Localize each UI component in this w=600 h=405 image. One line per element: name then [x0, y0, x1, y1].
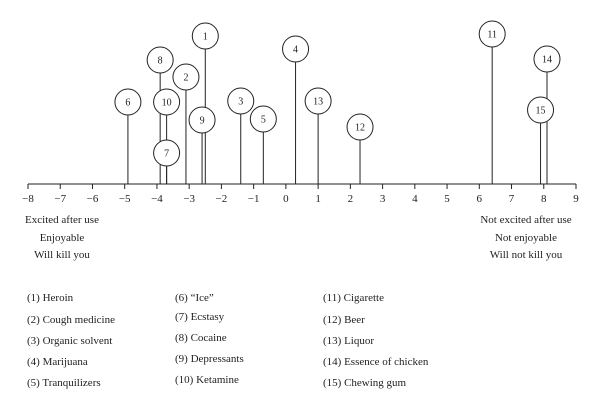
marker-9: 9 — [188, 106, 216, 134]
marker-circle-10 — [153, 88, 181, 116]
right-pole-label-1: Not excited after use — [480, 214, 571, 226]
marker-label-5: 5 — [261, 115, 266, 126]
x-tick-label-14: 6 — [477, 193, 483, 205]
legend-item-6: (6) “Ice” — [175, 292, 214, 304]
marker-circle-6 — [114, 88, 142, 116]
legend-item-5: (5) Tranquilizers — [27, 377, 101, 389]
marker-circle-14 — [533, 45, 561, 73]
left-pole-label-1: Excited after use — [25, 214, 99, 226]
marker-label-8: 8 — [158, 56, 163, 67]
marker-circle-8 — [146, 46, 174, 74]
marker-circle-7 — [153, 139, 181, 167]
x-tick-label-7: −1 — [248, 193, 260, 205]
legend-item-12: (12) Beer — [323, 314, 365, 326]
marker-circle-2 — [172, 63, 200, 91]
legend-item-10: (10) Ketamine — [175, 374, 239, 386]
marker-8: 8 — [146, 46, 174, 74]
x-tick-label-8: 0 — [283, 193, 289, 205]
marker-label-3: 3 — [238, 97, 243, 108]
marker-4: 4 — [282, 35, 310, 63]
substance-rating-chart: −8 −7 −6 −5 −4 −3 −2 −1 0 1 2 3 4 5 6 7 8 9 1234567891011… — [22, 20, 579, 261]
marker-label-15: 15 — [536, 106, 546, 117]
right-pole-label-2: Not enjoyable — [495, 232, 557, 244]
marker-label-4: 4 — [293, 45, 298, 56]
x-tick-label-11: 3 — [380, 193, 386, 205]
left-pole-label-3: Will kill you — [34, 249, 90, 261]
marker-circle-11 — [478, 20, 506, 48]
marker-label-10: 10 — [162, 98, 172, 109]
legend-item-15: (15) Chewing gum — [323, 377, 407, 389]
x-tick-label-4: −4 — [151, 193, 163, 205]
marker-stems — [127, 47, 548, 184]
left-pole-label-2: Enjoyable — [40, 232, 85, 244]
marker-circle-13 — [304, 87, 332, 115]
x-tick-label-6: −2 — [216, 193, 228, 205]
marker-label-9: 9 — [200, 116, 205, 127]
marker-13: 13 — [304, 87, 332, 115]
marker-label-2: 2 — [183, 73, 188, 84]
marker-label-7: 7 — [164, 149, 169, 160]
legend-item-1: (1) Heroin — [27, 292, 74, 304]
x-axis-tick-labels: −8 −7 −6 −5 −4 −3 −2 −1 0 1 2 3 4 5 6 7 8 9 — [22, 193, 579, 205]
marker-label-6: 6 — [125, 98, 130, 109]
marker-11: 11 — [478, 20, 506, 48]
legend-item-9: (9) Depressants — [175, 353, 244, 365]
marker-12: 12 — [346, 113, 374, 141]
x-tick-label-16: 8 — [541, 193, 547, 205]
marker-circle-9 — [188, 106, 216, 134]
marker-3: 3 — [227, 87, 255, 115]
marker-10: 10 — [153, 88, 181, 116]
legend-item-4: (4) Marijuana — [27, 356, 88, 368]
marker-label-1: 1 — [203, 32, 208, 43]
legend-item-11: (11) Cigarette — [323, 292, 384, 304]
marker-5: 5 — [249, 105, 277, 133]
marker-15: 15 — [527, 96, 555, 124]
x-tick-label-9: 1 — [315, 193, 321, 205]
marker-6: 6 — [114, 88, 142, 116]
x-tick-label-5: −3 — [183, 193, 195, 205]
x-tick-label-12: 4 — [412, 193, 418, 205]
marker-7: 7 — [153, 139, 181, 167]
x-tick-label-1: −7 — [54, 193, 66, 205]
legend-item-8: (8) Cocaine — [175, 332, 227, 344]
marker-label-13: 13 — [313, 97, 323, 108]
marker-label-12: 12 — [355, 123, 365, 134]
legend-item-7: (7) Ecstasy — [175, 311, 225, 323]
marker-1: 1 — [191, 22, 219, 50]
x-tick-label-3: −5 — [119, 193, 131, 205]
right-pole-label-3: Will not kill you — [490, 249, 563, 261]
legend-item-3: (3) Organic solvent — [27, 335, 113, 347]
x-tick-label-17: 9 — [573, 193, 579, 205]
legend-item-2: (2) Cough medicine — [27, 314, 115, 326]
marker-circle-15 — [527, 96, 555, 124]
marker-14: 14 — [533, 45, 561, 73]
x-tick-label-15: 7 — [509, 193, 515, 205]
x-tick-label-0: −8 — [22, 193, 34, 205]
x-tick-label-2: −6 — [87, 193, 99, 205]
marker-label-14: 14 — [542, 55, 552, 66]
marker-circle-3 — [227, 87, 255, 115]
x-tick-label-10: 2 — [348, 193, 354, 205]
x-tick-label-13: 5 — [444, 193, 450, 205]
marker-circle-5 — [249, 105, 277, 133]
x-axis-ticks — [27, 184, 577, 189]
marker-circle-12 — [346, 113, 374, 141]
marker-circle-1 — [191, 22, 219, 50]
marker-label-11: 11 — [487, 30, 497, 41]
marker-circle-4 — [282, 35, 310, 63]
legend-item-14: (14) Essence of chicken — [323, 356, 429, 368]
legend-item-13: (13) Liquor — [323, 335, 375, 347]
marker-2: 2 — [172, 63, 200, 91]
